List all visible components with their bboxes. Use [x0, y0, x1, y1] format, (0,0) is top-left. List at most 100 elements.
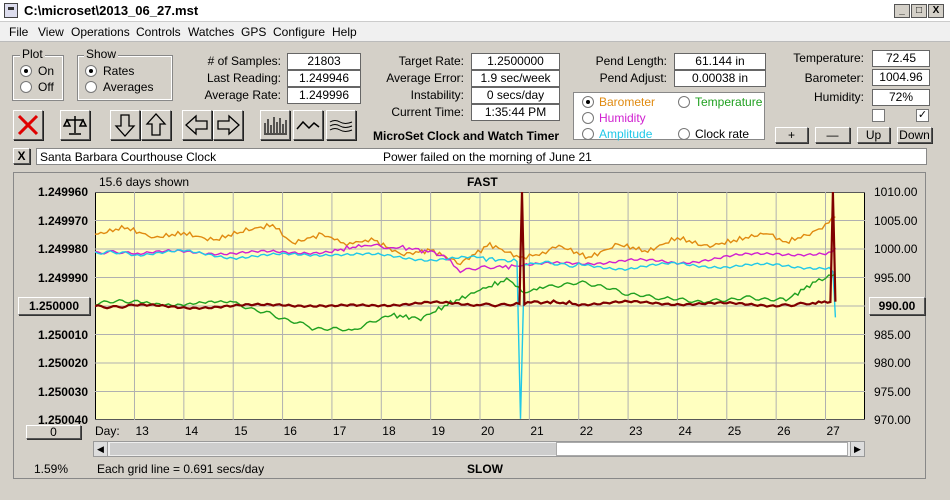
humidity-label: Humidity: [813, 90, 864, 104]
zero-button[interactable]: 0 [26, 425, 81, 439]
left-axis-center-button[interactable]: 1.250000 [18, 297, 90, 315]
balance-scale-icon [62, 116, 88, 135]
menu-watches[interactable]: Watches [188, 25, 235, 39]
plot-off-radio[interactable] [20, 81, 32, 93]
temperature-value: 72.45 [872, 50, 930, 67]
minimize-button[interactable]: _ [894, 4, 910, 18]
scroll-left-icon[interactable]: ◀ [94, 442, 108, 456]
left-tick-label: 1.249990 [37, 270, 88, 285]
right-arrow-button[interactable] [213, 110, 243, 140]
menu-gps[interactable]: GPS [241, 25, 267, 39]
series-humidity-radio[interactable] [582, 112, 594, 124]
time-scrollbar[interactable]: ◀ ▶ [93, 441, 865, 457]
last-reading-label: Last Reading: [206, 71, 281, 85]
scroll-thumb[interactable] [556, 442, 848, 456]
left-arrow-button[interactable] [182, 110, 212, 140]
series-amplitude-line [95, 249, 837, 419]
temperature-label: Temperature: [793, 51, 864, 65]
info-close-button[interactable]: X [13, 148, 30, 164]
show-group [77, 55, 173, 101]
x-tick-label: 26 [777, 424, 791, 438]
arrow-left-icon [185, 114, 208, 136]
right-axis-center-button[interactable]: 990.00 [869, 297, 925, 315]
left-tick-label: 1.249960 [37, 185, 88, 199]
left-tick-label: 1.249980 [37, 242, 88, 256]
x-tick-label: 17 [332, 424, 347, 438]
current-time-value: 1:35:44 PM [471, 104, 560, 121]
average-error-value: 1.9 sec/week [471, 70, 560, 87]
x-tick-label: 24 [678, 424, 692, 438]
balance-button[interactable] [60, 110, 90, 140]
menu-configure[interactable]: Configure [273, 25, 326, 39]
left-tick-label: 1.250040 [37, 413, 88, 427]
right-tick-label: 1005.00 [874, 213, 918, 228]
left-checkbox[interactable] [872, 109, 885, 122]
up-arrow-button[interactable] [141, 110, 171, 140]
menu-controls[interactable]: Controls [136, 25, 181, 39]
up-button[interactable]: Up [857, 127, 890, 143]
red-x-icon [17, 114, 39, 136]
series-amplitude-radio[interactable] [582, 128, 594, 140]
app-caption: MicroSet Clock and Watch Timer [373, 129, 560, 143]
left-tick-label: 1.250020 [37, 356, 88, 370]
down-arrow-button[interactable] [110, 110, 140, 140]
plot-on-radio[interactable] [20, 65, 32, 77]
series-barometer-radio[interactable] [582, 96, 594, 108]
title-bar: C:\microset\2013_06_27.mst _ □ X [0, 0, 950, 22]
barometer-value: 1004.96 [872, 69, 930, 86]
bars-view-button[interactable] [260, 110, 290, 140]
stop-button[interactable] [13, 110, 43, 140]
left-tick-label: 1.249970 [37, 213, 88, 228]
samples-label: # of Samples: [207, 54, 281, 68]
line-graph-icon [296, 120, 320, 130]
left-tick-label: 1.250030 [37, 384, 88, 399]
minus-button[interactable]: — [815, 127, 850, 143]
series-clock-rate-line [95, 192, 837, 311]
bar-graph-icon [264, 117, 287, 135]
series-clock-rate-radio[interactable] [678, 128, 690, 140]
menu-file[interactable]: File [9, 25, 29, 39]
x-tick-label: 25 [727, 424, 742, 438]
right-tick-label: 1010.00 [874, 185, 918, 199]
menu-help[interactable]: Help [332, 25, 357, 39]
show-averages-radio[interactable] [85, 81, 97, 93]
average-rate-value: 1.249996 [287, 87, 361, 104]
arrow-up-icon [145, 113, 167, 136]
app-icon[interactable] [4, 3, 18, 18]
window-title: C:\microset\2013_06_27.mst [24, 3, 199, 18]
x-tick-label: 22 [579, 424, 594, 438]
down-button[interactable]: Down [897, 127, 932, 143]
instability-value: 0 secs/day [471, 87, 560, 104]
right-tick-label: 1000.00 [874, 242, 918, 256]
x-tick-label: 18 [382, 424, 396, 438]
average-rate-label: Average Rate: [204, 88, 282, 102]
average-error-label: Average Error: [386, 71, 464, 85]
right-checkbox[interactable]: ✓ [916, 109, 929, 122]
instability-label: Instability: [410, 88, 464, 102]
series-temperature-radio[interactable] [678, 96, 690, 108]
clock-name: Santa Barbara Courthouse Clock [40, 150, 217, 164]
pend-length-value: 61.144 in [674, 53, 766, 70]
series-amplitude-label: Amplitude [599, 127, 653, 141]
grid-note: Each grid line = 0.691 secs/day [97, 462, 265, 476]
line-view-button[interactable] [293, 110, 323, 140]
show-rates-radio[interactable] [85, 65, 97, 77]
scroll-right-icon[interactable]: ▶ [850, 442, 864, 456]
rate-chart[interactable] [95, 192, 865, 420]
days-shown: 15.6 days shown [99, 175, 190, 189]
info-bar[interactable]: Santa Barbara Courthouse Clock Power fai… [36, 148, 927, 165]
menu-operations[interactable]: Operations [71, 25, 130, 39]
menu-view[interactable]: View [38, 25, 64, 39]
maximize-button[interactable]: □ [911, 4, 927, 18]
series-humidity-label: Humidity [599, 111, 646, 125]
plus-button[interactable]: + [775, 127, 808, 143]
menu-bar: File View Operations Controls Watches GP… [0, 22, 950, 42]
pend-adjust-value: 0.00038 in [674, 70, 766, 87]
percent-readout: 1.59% [34, 462, 69, 476]
close-button[interactable]: X [928, 4, 944, 18]
x-tick-label: 21 [530, 424, 544, 438]
smooth-view-button[interactable] [326, 110, 356, 140]
x-tick-label: 19 [431, 424, 445, 438]
series-barometer-label: Barometer [599, 95, 656, 109]
show-rates-label: Rates [103, 64, 135, 78]
